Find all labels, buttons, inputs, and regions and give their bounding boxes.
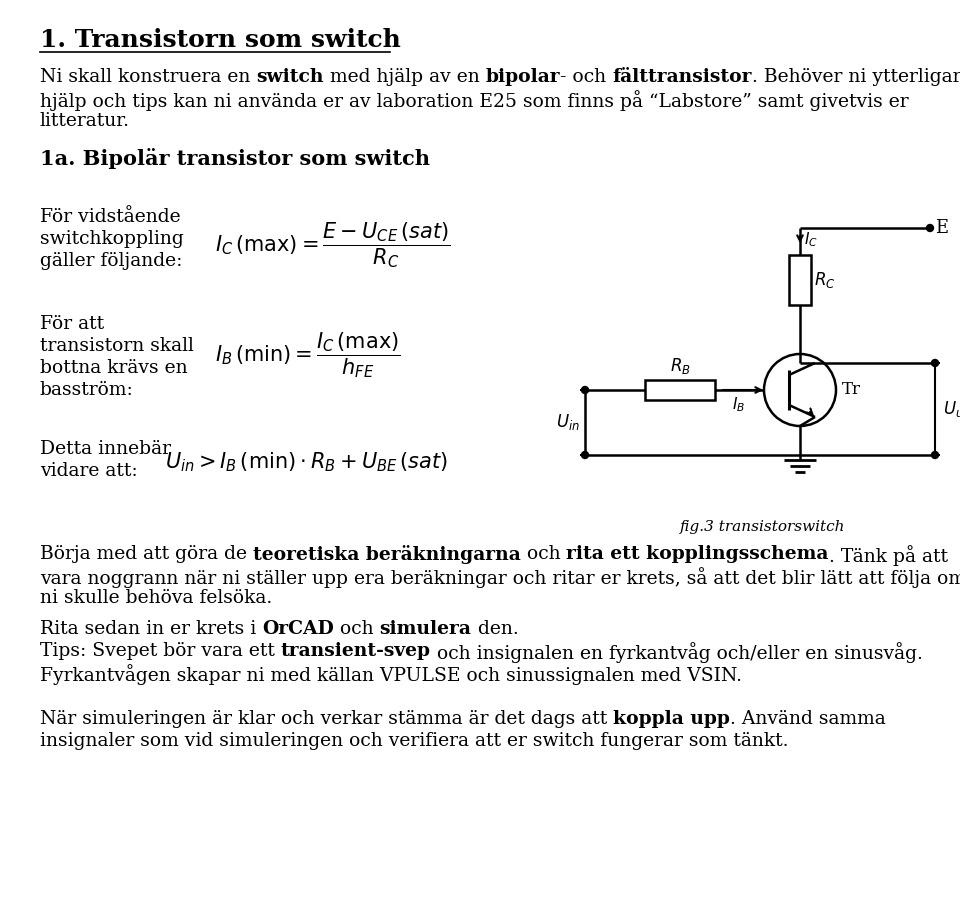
- Text: - och: - och: [561, 68, 612, 86]
- Text: och: och: [334, 620, 379, 638]
- Circle shape: [931, 359, 939, 367]
- Text: ni skulle behöva felsöka.: ni skulle behöva felsöka.: [40, 589, 273, 607]
- Text: $I_B\,(\mathrm{min}) = \dfrac{I_C\,(\mathrm{max})}{h_{FE}}$: $I_B\,(\mathrm{min}) = \dfrac{I_C\,(\mat…: [215, 330, 400, 380]
- Text: $U_{ut}$: $U_{ut}$: [943, 399, 960, 419]
- Text: $I_B$: $I_B$: [732, 395, 746, 414]
- Text: Tips: Svepet bör vara ett: Tips: Svepet bör vara ett: [40, 642, 281, 660]
- Text: hjälp och tips kan ni använda er av laboration E25 som finns på “Labstore” samt : hjälp och tips kan ni använda er av labo…: [40, 90, 908, 111]
- Text: Fyrkantvågen skapar ni med källan VPULSE och sinussignalen med VSIN.: Fyrkantvågen skapar ni med källan VPULSE…: [40, 664, 742, 685]
- Text: koppla upp: koppla upp: [613, 710, 731, 728]
- Text: med hjälp av en: med hjälp av en: [324, 68, 486, 86]
- Text: 1a. Bipolär transistor som switch: 1a. Bipolär transistor som switch: [40, 148, 430, 169]
- Text: den.: den.: [471, 620, 518, 638]
- Text: För vidstående: För vidstående: [40, 208, 180, 226]
- Text: switchkoppling: switchkoppling: [40, 230, 183, 248]
- Text: OrCAD: OrCAD: [262, 620, 334, 638]
- Text: insignaler som vid simuleringen och verifiera att er switch fungerar som tänkt.: insignaler som vid simuleringen och veri…: [40, 732, 788, 750]
- Circle shape: [582, 452, 588, 458]
- Text: Rita sedan in er krets i: Rita sedan in er krets i: [40, 620, 262, 638]
- Text: $I_C\,(\mathrm{max}) = \dfrac{E - U_{CE}\,(sat)}{R_C}$: $I_C\,(\mathrm{max}) = \dfrac{E - U_{CE}…: [215, 220, 450, 270]
- Text: fig.3 transistorswitch: fig.3 transistorswitch: [680, 520, 846, 534]
- Text: transistorn skall: transistorn skall: [40, 337, 194, 355]
- Text: $I_C$: $I_C$: [804, 231, 818, 249]
- Text: fälttransistor: fälttransistor: [612, 68, 752, 86]
- Text: Börja med att göra de: Börja med att göra de: [40, 545, 253, 563]
- Circle shape: [582, 386, 588, 394]
- Text: simulera: simulera: [379, 620, 471, 638]
- Text: $U_{in} > I_B\,(\mathrm{min}) \cdot R_B + U_{BE}\,(sat)$: $U_{in} > I_B\,(\mathrm{min}) \cdot R_B …: [165, 450, 448, 474]
- Text: $U_{in}$: $U_{in}$: [556, 412, 580, 432]
- Text: och insignalen en fyrkantvåg och/eller en sinusvåg.: och insignalen en fyrkantvåg och/eller e…: [431, 642, 923, 663]
- Text: switch: switch: [256, 68, 324, 86]
- Bar: [789, 255, 811, 305]
- Text: Tr: Tr: [842, 382, 861, 398]
- Text: E: E: [935, 219, 948, 237]
- Text: bipolar: bipolar: [486, 68, 561, 86]
- Text: transient-svep: transient-svep: [281, 642, 431, 660]
- Text: $R_B$: $R_B$: [669, 356, 690, 376]
- Text: . Använd samma: . Använd samma: [731, 710, 886, 728]
- Text: gäller följande:: gäller följande:: [40, 252, 182, 270]
- Text: vara noggrann när ni ställer upp era beräkningar och ritar er krets, så att det : vara noggrann när ni ställer upp era ber…: [40, 567, 960, 588]
- Text: När simuleringen är klar och verkar stämma är det dags att: När simuleringen är klar och verkar stäm…: [40, 710, 613, 728]
- Text: basström:: basström:: [40, 381, 133, 399]
- Text: Ni skall konstruera en: Ni skall konstruera en: [40, 68, 256, 86]
- Text: vidare att:: vidare att:: [40, 462, 137, 480]
- Text: Detta innebär: Detta innebär: [40, 440, 171, 458]
- Text: rita ett kopplingsschema: rita ett kopplingsschema: [566, 545, 828, 563]
- Circle shape: [926, 225, 933, 232]
- Text: . Tänk på att: . Tänk på att: [828, 545, 948, 566]
- Text: teoretiska beräkningarna: teoretiska beräkningarna: [253, 545, 520, 564]
- Text: och: och: [520, 545, 566, 563]
- Circle shape: [931, 452, 939, 458]
- Bar: [645, 380, 715, 400]
- Text: litteratur.: litteratur.: [40, 112, 130, 130]
- Text: bottna krävs en: bottna krävs en: [40, 359, 187, 377]
- Text: . Behöver ni ytterligare: . Behöver ni ytterligare: [752, 68, 960, 86]
- Text: 1. Transistorn som switch: 1. Transistorn som switch: [40, 28, 401, 52]
- Text: För att: För att: [40, 315, 104, 333]
- Text: $R_C$: $R_C$: [814, 270, 835, 290]
